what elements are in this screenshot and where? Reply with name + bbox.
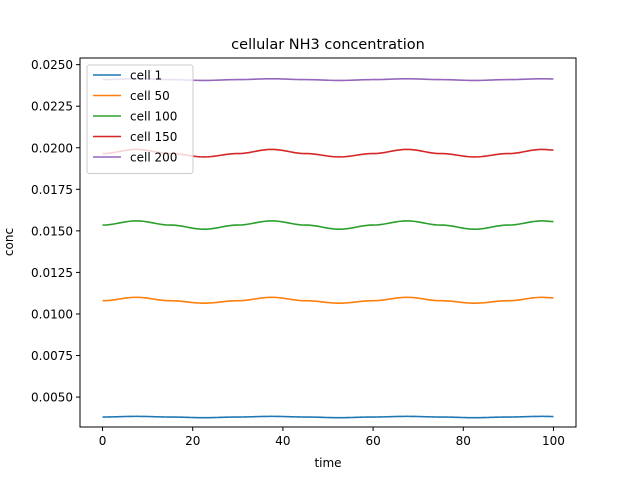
x-tick-label: 40	[275, 434, 290, 448]
y-tick-label: 0.0250	[31, 58, 73, 72]
y-tick-label: 0.0150	[31, 224, 73, 238]
x-tick-label: 20	[185, 434, 200, 448]
y-tick-label: 0.0075	[31, 349, 73, 363]
legend-label: cell 100	[130, 110, 177, 124]
x-tick-label: 100	[542, 434, 565, 448]
legend-label: cell 50	[130, 89, 170, 103]
legend-box	[86, 64, 194, 174]
legend: cell 1 cell 50 cell 100 cell 150 cell 200	[86, 64, 194, 174]
series-line-cell-100	[102, 220, 554, 231]
y-tick-label: 0.0050	[31, 391, 73, 405]
legend-label: cell 1	[130, 69, 162, 83]
y-axis: 0.0050 0.0075 0.0100 0.0125 0.0150 0.0175 0.02…	[31, 58, 80, 405]
y-tick-label: 0.0175	[31, 183, 73, 197]
y-axis-title: conc	[2, 228, 16, 256]
plot-frame	[79, 57, 577, 428]
legend-label: cell 200	[130, 151, 177, 165]
x-tick-label: 60	[365, 434, 380, 448]
x-axis: 0 20 40 60 80 100	[99, 427, 565, 448]
legend-label: cell 150	[130, 130, 177, 144]
x-axis-title: time	[314, 456, 341, 470]
series-line-cell-1	[102, 415, 554, 419]
x-tick-label: 80	[456, 434, 471, 448]
y-tick-label: 0.0200	[31, 141, 73, 155]
x-tick-label: 0	[99, 434, 107, 448]
series-line-cell-50	[102, 296, 554, 304]
y-tick-label: 0.0100	[31, 307, 73, 321]
chart-title: cellular NH3 concentration	[231, 37, 425, 53]
y-tick-label: 0.0225	[31, 100, 73, 114]
y-tick-label: 0.0125	[31, 266, 73, 280]
